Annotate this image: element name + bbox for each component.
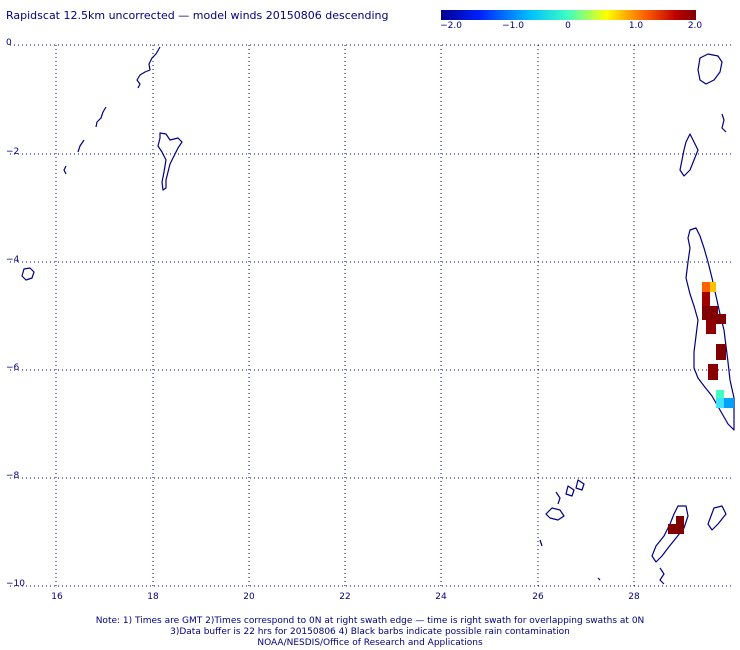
coastline-islet [63,165,67,175]
coastline-sao-tome [157,132,183,191]
coastline-islet [575,479,585,491]
coastline-islet [597,577,601,581]
wind-cell [708,364,718,380]
wind-cell [702,306,718,320]
coastline-islet [77,139,85,153]
coastline-islet [545,507,565,521]
wind-cell [676,516,684,526]
gridlines [10,44,734,587]
wind-cell [710,282,716,292]
y-tick-label: −10 [6,579,25,589]
coastlines [21,46,735,585]
map-title: Rapidscat 12.5km uncorrected — model win… [6,9,389,22]
wind-cell [706,320,716,334]
wind-cell [716,344,726,360]
x-tick-label: 18 [147,592,159,602]
colorbar-label: 2.0 [687,21,703,31]
wind-cell [716,314,726,324]
y-tick-label: −2 [6,147,20,157]
x-tick-label: 28 [628,592,640,602]
y-tick-label: −8 [6,471,20,481]
coastline-islet [95,106,107,128]
wind-cell [724,398,734,408]
wind-cell [716,398,726,408]
coastline-bioko [136,46,161,89]
colorbar-label: 0 [565,21,571,31]
colorbar-label: −2.0 [440,21,462,31]
colorbar-label: −1.0 [502,21,524,31]
coastline-islet [659,567,665,585]
x-tick-label: 26 [532,592,544,602]
y-tick-label: −4 [6,255,20,265]
coastline-lake-top [697,53,723,85]
footer-note-1: Note: 1) Times are GMT 2)Times correspon… [95,616,645,626]
footer-note-2: 3)Data buffer is 22 hrs for 20150806 4) … [170,627,570,637]
x-tick-label: 22 [339,592,351,602]
coastline-islet-right [721,113,727,133]
colorbar-label: 1.0 [628,21,644,31]
footer-credit: NOAA/NESDIS/Office of Research and Appli… [257,638,483,648]
y-tick-label: −6 [6,363,20,373]
colorbar [441,10,696,20]
wind-cell [702,282,710,292]
x-tick-label: 16 [51,592,63,602]
coastline-islet [539,539,543,547]
colorbar-gradient [441,10,696,20]
coastline-lake-tanganyika [685,227,735,431]
x-tick-label: 24 [435,592,447,602]
coastline-islet [555,491,561,505]
coastline-islet [565,485,575,497]
wind-cells [668,282,734,534]
y-tick-label: 0 [6,38,12,48]
coastline-annobon [21,267,35,281]
wind-cell [716,390,724,400]
coastline-lake-kivu [679,133,699,177]
coastline-islet [707,505,727,531]
wind-cell [668,524,684,534]
x-tick-label: 20 [243,592,255,602]
wind-cell [702,292,710,306]
